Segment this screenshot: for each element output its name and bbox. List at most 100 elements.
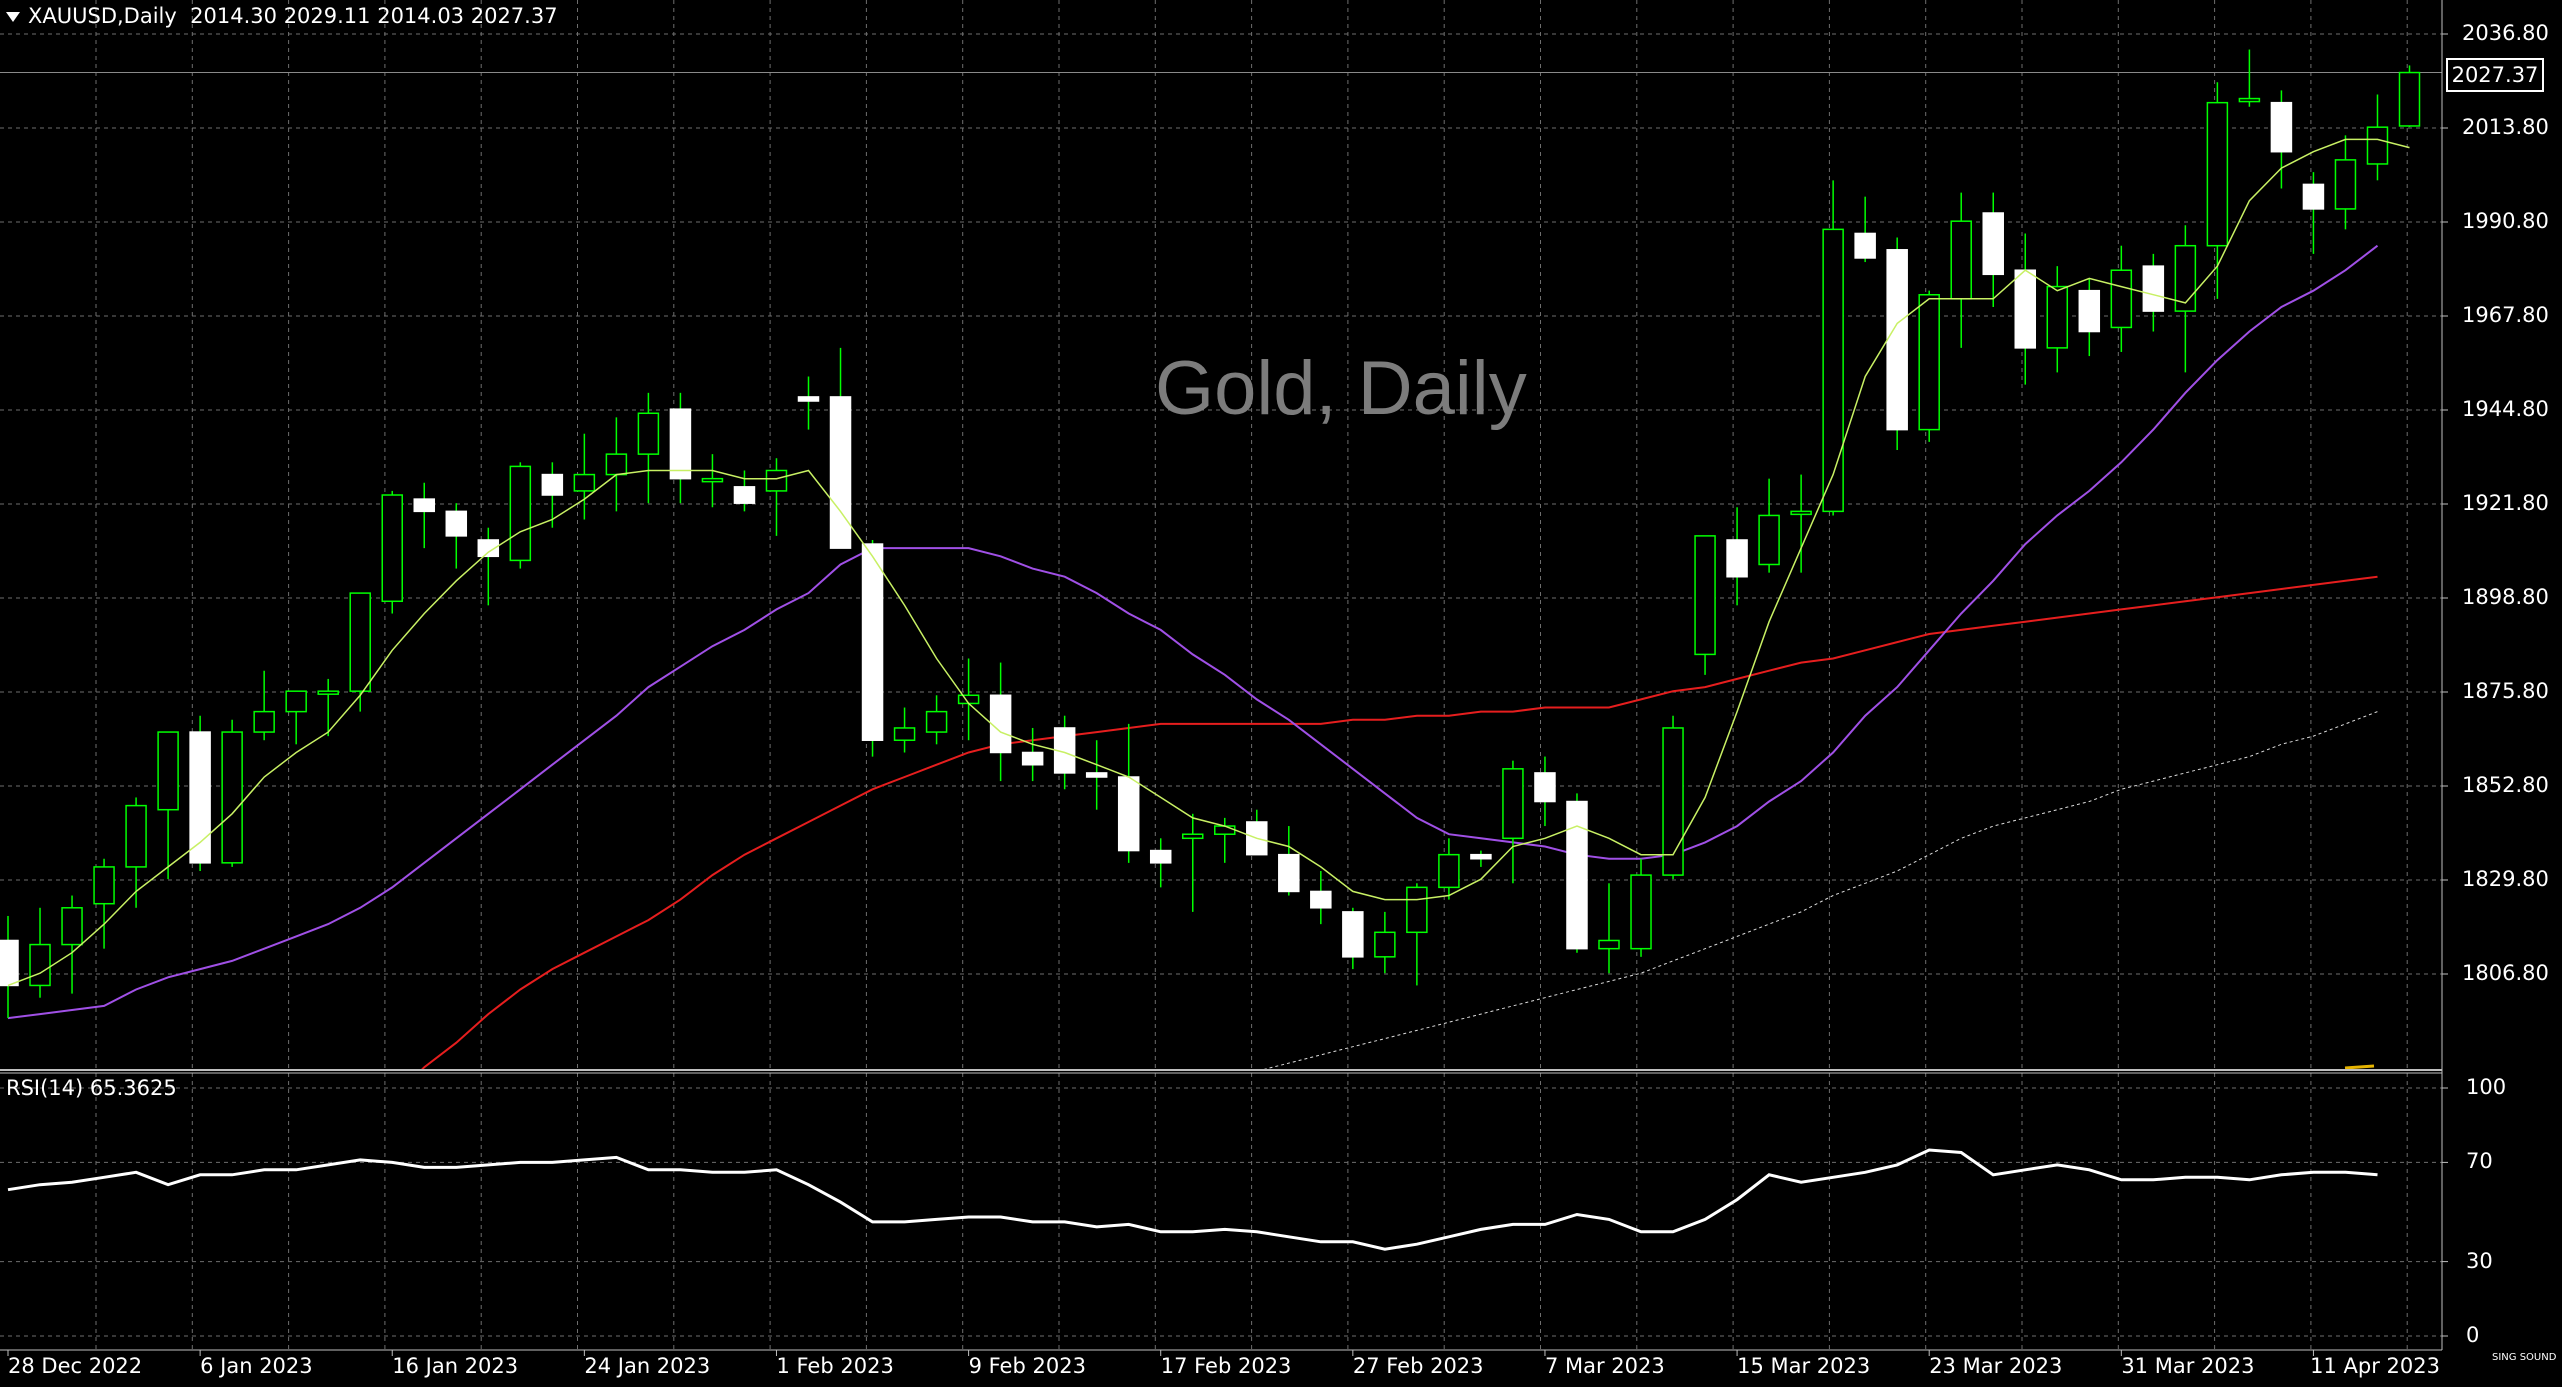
rsi-tick-label: 100 — [2466, 1075, 2507, 1099]
candle-body — [381, 494, 403, 603]
candle-body — [317, 690, 339, 695]
candle-body — [2398, 71, 2421, 127]
x-tick-label: 15 Mar 2023 — [1737, 1354, 1871, 1378]
candle-body — [2366, 126, 2389, 165]
symbol-header: XAUUSD,Daily 2014.30 2029.11 2014.03 202… — [6, 4, 558, 28]
x-tick-label: 27 Feb 2023 — [1352, 1354, 1484, 1378]
candle-body — [189, 731, 211, 864]
candle-body — [1117, 776, 1140, 852]
candle-body — [925, 710, 948, 733]
x-tick-label: 31 Mar 2023 — [2121, 1354, 2255, 1378]
candle-body — [2206, 101, 2229, 247]
candle-body — [1085, 772, 1108, 778]
x-tick-label: 1 Feb 2023 — [776, 1354, 894, 1378]
candle-body — [2046, 285, 2069, 349]
candle-body — [1214, 825, 1236, 835]
rsi-label: RSI(14) 65.3625 — [6, 1076, 177, 1100]
candle-body — [509, 465, 532, 562]
candle-body — [1278, 853, 1300, 893]
candle-body — [125, 804, 147, 868]
candle-body — [1374, 931, 1396, 958]
x-tick-label: 6 Jan 2023 — [200, 1354, 313, 1378]
candle-body — [2238, 97, 2261, 103]
candle-body — [637, 412, 660, 455]
candle-body — [701, 477, 724, 483]
ma-slow-line — [421, 575, 2378, 1069]
candle-body — [2078, 289, 2101, 333]
ohlc-values: 2014.30 2029.11 2014.03 2027.37 — [190, 4, 558, 28]
candle-body — [605, 453, 628, 476]
main-plot — [0, 49, 2421, 1069]
candle-body — [829, 396, 852, 549]
candle-body — [61, 907, 83, 946]
ma-medium-line — [7, 244, 2379, 1020]
candle-body — [541, 473, 564, 496]
candle-body — [2014, 269, 2037, 349]
candle-body — [1470, 853, 1492, 860]
candle-body — [1982, 212, 2004, 276]
y-tick-label: 1990.80 — [2462, 209, 2549, 233]
ma-fast-line — [7, 138, 2410, 987]
rsi-line — [7, 1148, 2378, 1251]
x-tick-label: 23 Mar 2023 — [1929, 1354, 2063, 1378]
y-tick-label: 1829.80 — [2462, 867, 2549, 891]
candle-body — [2302, 183, 2325, 210]
candle-body — [1406, 886, 1428, 934]
candle-body — [1790, 510, 1812, 516]
candle-body — [2174, 244, 2197, 312]
rsi-tick-label: 30 — [2466, 1248, 2493, 1273]
candle-body — [1310, 890, 1332, 909]
candle-body — [1149, 849, 1172, 864]
candle-body — [1566, 800, 1588, 950]
candle-body — [413, 498, 436, 513]
y-tick-label: 1898.80 — [2462, 585, 2549, 609]
y-tick-label: 1921.80 — [2462, 491, 2549, 515]
x-tick-label: 16 Jan 2023 — [392, 1354, 519, 1378]
candle-body — [1438, 853, 1460, 889]
y-tick-label: 2036.80 — [2462, 21, 2549, 45]
y-tick-label: 1806.80 — [2462, 961, 2549, 985]
chart-watermark: Gold, Daily — [1155, 346, 1527, 431]
candle-body — [861, 543, 884, 741]
candle-body — [1918, 293, 1940, 431]
candle-body — [1534, 772, 1556, 803]
candle-body — [1822, 228, 1844, 513]
y-tick-label: 2013.80 — [2462, 115, 2549, 139]
candle-body — [1502, 768, 1524, 840]
candle-body — [1630, 874, 1652, 950]
candle-body — [1950, 220, 1972, 300]
candle-body — [349, 592, 371, 692]
x-tick-label: 11 Apr 2023 — [2310, 1354, 2440, 1378]
candle-body — [1598, 939, 1620, 950]
y-tick-label: 1852.80 — [2462, 773, 2549, 797]
dropdown-triangle-icon[interactable] — [6, 12, 20, 22]
x-tick-label: 9 Feb 2023 — [968, 1354, 1086, 1378]
candle-body — [2334, 159, 2357, 210]
candle-body — [797, 396, 820, 402]
y-tick-label: 1967.80 — [2462, 303, 2549, 327]
candle-body — [989, 694, 1012, 754]
candle-body — [669, 408, 692, 480]
symbol-label[interactable]: XAUUSD,Daily — [28, 4, 177, 28]
candle-body — [253, 710, 275, 733]
current-price-box: 2027.37 — [2446, 58, 2544, 92]
y-tick-label: 1944.80 — [2462, 397, 2549, 421]
x-tick-label: 7 Mar 2023 — [1544, 1354, 1665, 1378]
candle-body — [157, 731, 179, 811]
candle-body — [1726, 539, 1748, 578]
candle-body — [573, 473, 596, 492]
logo-text: SING SOUND — [2492, 1352, 2557, 1363]
candle-body — [1886, 249, 1908, 431]
marker-stub — [2344, 1064, 2375, 1069]
candle-body — [1694, 535, 1716, 656]
candle-body — [1854, 232, 1876, 259]
candle-body — [1662, 727, 1684, 876]
candle-body — [2142, 265, 2165, 312]
candle-body — [29, 943, 51, 987]
candle-body — [2270, 101, 2293, 153]
x-tick-label: 17 Feb 2023 — [1160, 1354, 1292, 1378]
rsi-tick-label: 0 — [2466, 1323, 2480, 1347]
candle-body — [0, 939, 19, 987]
